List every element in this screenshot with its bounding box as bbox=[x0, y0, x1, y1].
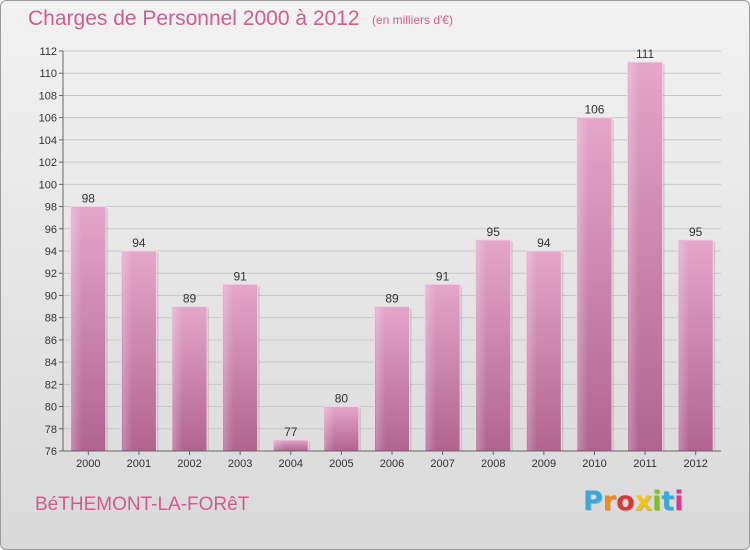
y-tick-label: 98 bbox=[45, 202, 57, 214]
proxiti-logo: Proxiti bbox=[583, 486, 684, 517]
y-tick-label: 78 bbox=[45, 424, 57, 436]
bar-highlight bbox=[324, 407, 335, 450]
value-label-2009: 94 bbox=[537, 236, 551, 250]
x-tick-label-2004: 2004 bbox=[279, 458, 303, 470]
chart-subtitle: (en milliers d'€) bbox=[372, 13, 453, 27]
y-tick-label: 96 bbox=[45, 224, 57, 236]
y-tick-label: 92 bbox=[45, 268, 57, 280]
value-label-2011: 111 bbox=[636, 47, 655, 61]
x-tick-label-2000: 2000 bbox=[76, 458, 100, 470]
bar-highlight bbox=[679, 240, 690, 450]
bar-highlight bbox=[274, 440, 285, 450]
y-tick-label: 80 bbox=[45, 402, 57, 414]
bar-highlight bbox=[476, 240, 487, 450]
x-tick-label-2012: 2012 bbox=[683, 458, 707, 470]
y-tick-label: 84 bbox=[45, 357, 57, 369]
y-tick-label: 86 bbox=[45, 335, 57, 347]
y-tick-label: 100 bbox=[39, 179, 57, 191]
bar-highlight bbox=[223, 285, 234, 450]
x-tick-label-2005: 2005 bbox=[329, 458, 353, 470]
x-tick-label-2011: 2011 bbox=[633, 458, 657, 470]
y-tick-label: 90 bbox=[45, 290, 57, 302]
bar-highlight bbox=[577, 118, 588, 451]
town-name: BéTHEMONT-LA-FORêT bbox=[35, 494, 250, 515]
bar-highlight bbox=[426, 285, 437, 450]
logo-letter: t bbox=[661, 486, 675, 517]
value-label-2003: 91 bbox=[233, 269, 247, 283]
value-label-2008: 95 bbox=[487, 225, 501, 239]
value-label-2000: 98 bbox=[82, 192, 96, 206]
value-label-2006: 89 bbox=[385, 292, 399, 306]
value-label-2001: 94 bbox=[132, 236, 146, 250]
x-tick-label-2001: 2001 bbox=[127, 458, 151, 470]
x-tick-label-2002: 2002 bbox=[177, 458, 201, 470]
logo-letter: P bbox=[583, 486, 603, 517]
chart-title: Charges de Personnel 2000 à 2012 bbox=[28, 7, 360, 30]
value-label-2012: 95 bbox=[689, 225, 703, 239]
x-tick-label-2006: 2006 bbox=[380, 458, 404, 470]
y-tick-label: 76 bbox=[45, 446, 57, 458]
bar-highlight bbox=[122, 252, 133, 450]
logo-letter: r bbox=[602, 486, 617, 517]
bar-highlight bbox=[173, 307, 184, 450]
y-tick-label: 106 bbox=[39, 113, 57, 125]
value-label-2007: 91 bbox=[436, 269, 450, 283]
value-label-2010: 106 bbox=[584, 103, 604, 117]
y-tick-label: 110 bbox=[39, 68, 57, 80]
x-tick-label-2008: 2008 bbox=[481, 458, 505, 470]
logo-letter: i bbox=[652, 486, 662, 517]
logo-letter: o bbox=[616, 486, 635, 517]
bar-highlight bbox=[375, 307, 386, 450]
y-tick-label: 82 bbox=[45, 379, 57, 391]
value-label-2005: 80 bbox=[335, 392, 349, 406]
y-tick-label: 112 bbox=[39, 46, 57, 58]
x-tick-label-2007: 2007 bbox=[430, 458, 454, 470]
y-tick-label: 108 bbox=[39, 90, 57, 102]
logo-letter: x bbox=[634, 486, 653, 517]
x-tick-label-2009: 2009 bbox=[532, 458, 556, 470]
y-tick-label: 102 bbox=[39, 157, 57, 169]
bar-highlight bbox=[71, 207, 82, 450]
logo-letter: i bbox=[674, 486, 684, 517]
bar-highlight bbox=[527, 252, 538, 450]
x-tick-label-2003: 2003 bbox=[228, 458, 252, 470]
y-tick-label: 104 bbox=[39, 135, 57, 147]
y-tick-label: 88 bbox=[45, 313, 57, 325]
value-label-2002: 89 bbox=[183, 292, 197, 306]
y-tick-label: 94 bbox=[45, 246, 57, 258]
bar-highlight bbox=[628, 63, 639, 450]
x-tick-label-2010: 2010 bbox=[582, 458, 606, 470]
value-label-2004: 77 bbox=[284, 425, 298, 439]
